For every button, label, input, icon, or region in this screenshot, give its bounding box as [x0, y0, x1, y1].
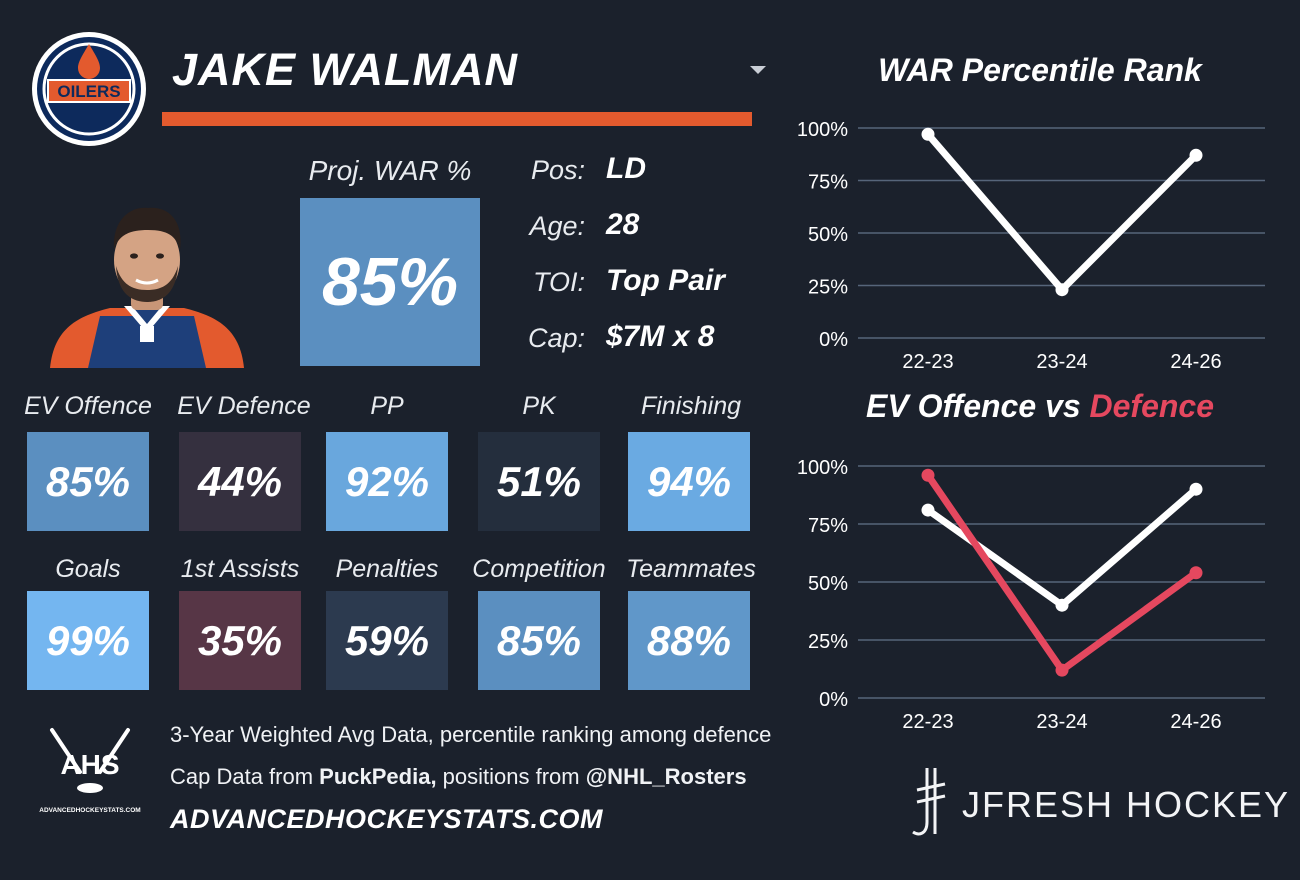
x-tick-label: 24-26 — [1170, 351, 1221, 373]
footer-puckpedia-link[interactable]: PuckPedia, — [319, 764, 437, 789]
x-tick-label: 24-26 — [1170, 711, 1221, 733]
data-point — [1055, 598, 1069, 612]
data-point — [921, 503, 935, 517]
y-tick-label: 0% — [819, 689, 848, 711]
metric-box-ev-offence: 85% — [27, 432, 149, 531]
jfresh-hockey-brand: JFRESH HOCKEY — [962, 784, 1291, 825]
metric-label-ev-defence: EV Defence — [177, 392, 311, 420]
player-photo — [50, 207, 244, 368]
y-tick-label: 75% — [808, 172, 848, 194]
x-tick-label: 23-24 — [1036, 351, 1087, 373]
metric-box-pp: 92% — [326, 432, 448, 531]
chart-title-war: WAR Percentile Rank — [878, 52, 1202, 88]
y-tick-label: 75% — [808, 515, 848, 537]
y-tick-label: 100% — [797, 457, 848, 479]
age-value: 28 — [606, 208, 640, 241]
name-underline-bar — [162, 112, 752, 126]
footer-nhl-rosters-link[interactable]: @NHL_Rosters — [585, 764, 747, 789]
footer-line-1: 3-Year Weighted Avg Data, percentile ran… — [170, 722, 772, 747]
chart-title-ev: EV Offence vs Defence — [800, 388, 1280, 425]
y-tick-label: 100% — [797, 119, 848, 141]
proj-war-label: Proj. WAR % — [308, 155, 472, 186]
footer-site-link[interactable]: ADVANCEDHOCKEYSTATS.COM — [170, 804, 604, 834]
metric-box-1st-assists: 35% — [179, 591, 301, 690]
data-point — [921, 468, 935, 482]
metric-box-goals: 99% — [27, 591, 149, 690]
y-tick-label: 0% — [819, 329, 848, 351]
dropdown-caret-icon[interactable] — [750, 66, 766, 74]
metric-label-penalties: Penalties — [335, 555, 439, 583]
toi-value: Top Pair — [606, 264, 725, 297]
data-point — [1189, 148, 1203, 162]
metric-label-goals: Goals — [55, 555, 121, 583]
y-tick-label: 25% — [808, 277, 848, 299]
data-point — [1189, 566, 1203, 580]
metric-label-1st-assists: 1st Assists — [180, 555, 300, 583]
x-tick-label: 22-23 — [902, 351, 953, 373]
metric-box-finishing: 94% — [628, 432, 750, 531]
series-line-1 — [924, 471, 1200, 674]
proj-war-value: 85% — [300, 198, 480, 366]
footer-cap-prefix: Cap Data from — [170, 764, 320, 789]
oilers-logo: OILERS — [32, 32, 146, 146]
series-line-0 — [924, 485, 1200, 609]
y-tick-label: 50% — [808, 573, 848, 595]
data-point — [1189, 482, 1203, 496]
y-tick-label: 25% — [808, 631, 848, 653]
data-point — [1055, 663, 1069, 677]
metric-label-finishing: Finishing — [640, 392, 742, 420]
logo-text: OILERS — [57, 82, 120, 101]
metric-box-penalties: 59% — [326, 591, 448, 690]
war-percentile-chart: 0% 25% 50% 75% 100% 22-23 23-24 24-26 — [797, 119, 1265, 373]
metric-label-competition: Competition — [472, 555, 606, 583]
data-point — [1055, 283, 1069, 297]
chart-title-ev-part1: EV Offence vs — [865, 388, 1090, 424]
age-label: Age: — [529, 211, 585, 241]
x-tick-label: 23-24 — [1036, 711, 1087, 733]
metric-label-pk: PK — [522, 392, 556, 420]
metric-box-teammates: 88% — [628, 591, 750, 690]
metric-label-ev-offence: EV Offence — [24, 392, 152, 420]
pos-value: LD — [606, 152, 646, 185]
nhl-crest-icon — [140, 326, 154, 342]
ev-offence-defence-chart: 0% 25% 50% 75% 100% 22-23 23-24 24-26 — [797, 457, 1265, 733]
series-line-0 — [924, 130, 1200, 294]
footer-positions-text: positions from — [436, 764, 586, 789]
metric-box-pk: 51% — [478, 432, 600, 531]
metric-label-pp: PP — [370, 392, 404, 420]
y-tick-label: 50% — [808, 224, 848, 246]
footer-line-2: Cap Data from PuckPedia, positions from … — [170, 764, 747, 790]
data-point — [921, 127, 935, 141]
cap-value: $7M x 8 — [606, 320, 715, 353]
metric-label-teammates: Teammates — [626, 555, 756, 583]
ahs-logo: AHS ADVANCEDHOCKEYSTATS.COM — [39, 728, 141, 814]
toi-label: TOI: — [532, 267, 585, 297]
metric-box-ev-defence: 44% — [179, 432, 301, 531]
ahs-logo-caption: ADVANCEDHOCKEYSTATS.COM — [39, 807, 140, 814]
ahs-logo-text: AHS — [60, 749, 119, 780]
x-tick-label: 22-23 — [902, 711, 953, 733]
pos-label: Pos: — [530, 155, 585, 185]
jfresh-logo — [912, 768, 946, 836]
cap-label: Cap: — [527, 323, 585, 353]
chart-title-ev-part2: Defence — [1089, 388, 1215, 424]
player-name: JAKE WALMAN — [172, 44, 518, 95]
metric-box-competition: 85% — [478, 591, 600, 690]
